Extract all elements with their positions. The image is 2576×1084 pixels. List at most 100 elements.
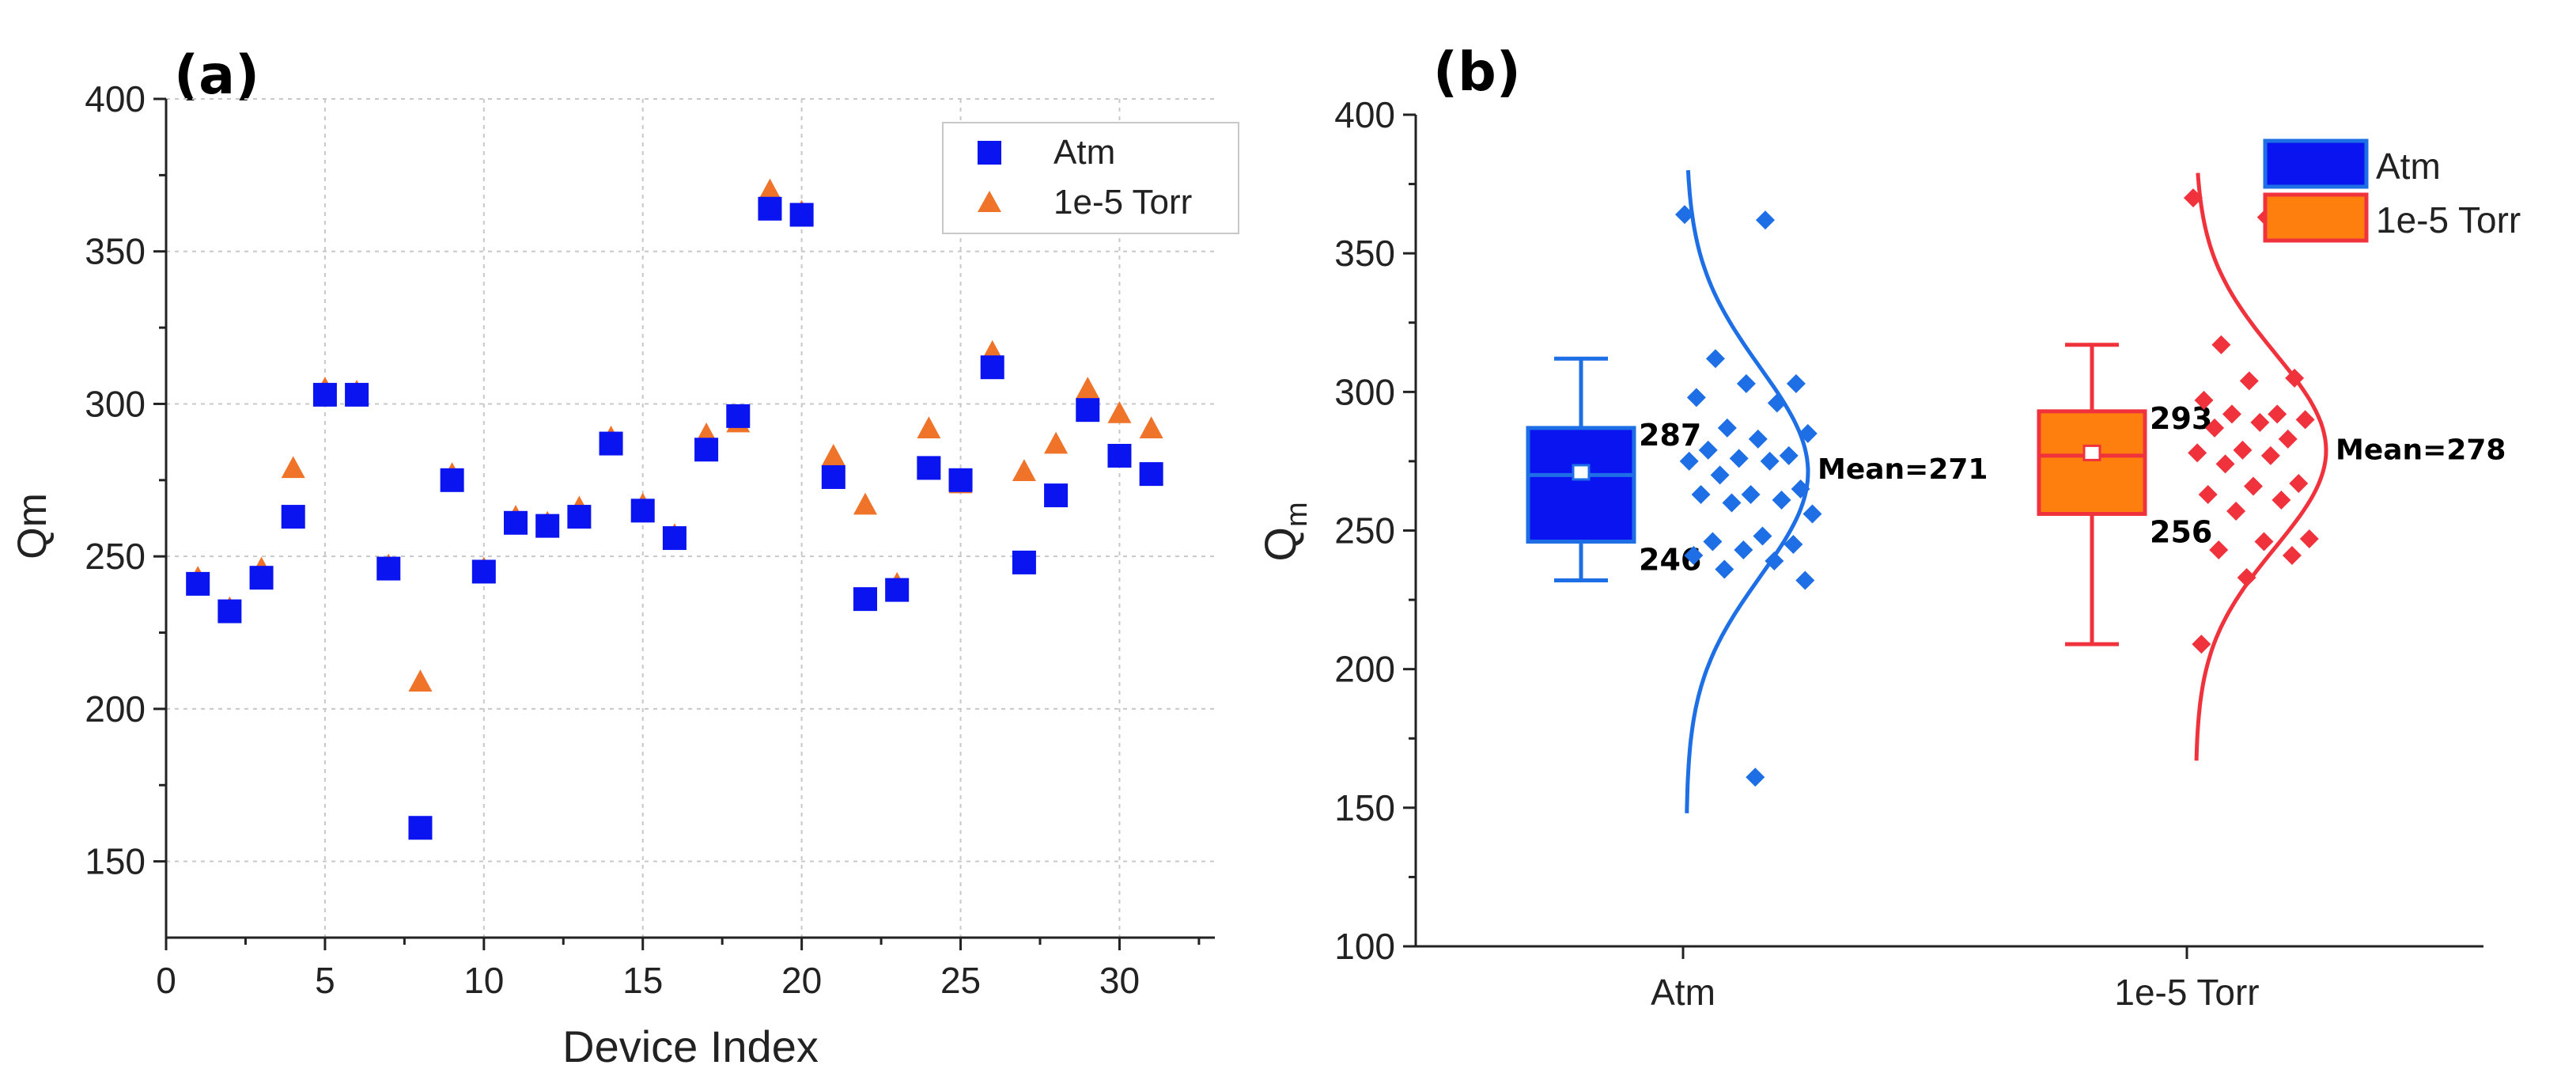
point-atm-square [599,431,623,456]
box-iqr [2037,409,2147,516]
point-atm-square [1012,550,1036,574]
point-torr-triangle [1012,459,1036,482]
data-point-diamond [1753,526,1772,546]
data-point-diamond [2254,532,2274,551]
data-point-diamond [1795,570,1815,590]
data-point-diamond [2239,371,2259,391]
point-atm-square [726,404,751,428]
data-point-diamond [1798,423,1818,443]
point-torr-triangle [821,443,845,466]
point-atm-square [249,566,274,590]
data-point-diamond [2222,404,2241,424]
y-tick-label: 300 [1334,371,1395,412]
data-point-diamond [2198,484,2218,504]
x-tick-label: Atm [1651,972,1715,1013]
data-point-diamond [2295,410,2315,430]
legend-triangle-icon [978,191,1001,212]
x-tick-label: 20 [781,960,822,1001]
point-torr-triangle [1076,377,1100,399]
data-point-diamond [2289,473,2309,493]
point-atm-square [694,438,719,462]
panel-b-y-axis-label: Qm [1255,502,1314,561]
data-point-diamond [1765,551,1784,571]
data-point-diamond [2215,454,2235,474]
data-point-diamond [2233,440,2253,460]
point-atm-square [408,816,433,840]
data-point-diamond [1767,393,1787,413]
y-tick-label: 400 [85,78,146,119]
data-point-diamond [1746,768,1765,787]
data-point-diamond [2194,390,2214,410]
point-atm-square [853,587,877,612]
x-tick-label: 15 [622,960,663,1001]
point-atm-square [504,510,528,535]
data-point-diamond [1691,484,1711,504]
y-tick-label: 250 [85,536,146,577]
data-point-diamond [1710,465,1730,485]
data-point-diamond [1784,535,1803,555]
data-point-diamond [2226,501,2246,521]
y-tick-label: 200 [85,688,146,730]
panel-a-ticks: 0 5 10 15 20 25 30 150 200 250 300 350 400 [85,78,1201,1001]
data-point-diamond [2268,404,2287,424]
panel-b-label: (b) [1433,41,1521,104]
data-point-diamond [2192,635,2211,654]
y-tick-label: 200 [1334,649,1395,690]
point-torr-triangle [758,178,782,201]
point-atm-square [821,464,845,489]
data-point-diamond [2271,490,2291,510]
point-atm-square [345,382,369,407]
point-atm-square [1044,483,1069,508]
x-tick-label: 25 [940,960,981,1001]
point-torr-triangle [1044,431,1069,454]
point-atm-square [885,578,910,602]
point-atm-square [1076,398,1100,423]
point-atm-square [186,571,210,596]
data-point-diamond [1748,429,1768,449]
panel-a-legend-atm: Atm [1053,133,1115,172]
panel-b-legend: Atm 1e-5 Torr [2263,138,2521,243]
x-tick-label: 30 [1099,960,1140,1001]
data-point-diamond [1679,451,1699,471]
panel-a-y-axis-label: Qm [9,493,55,559]
y-tick-label: 100 [1334,926,1395,967]
x-tick-label: 5 [315,960,335,1001]
point-torr-triangle [1139,416,1163,439]
panel-b-ticks: 100 150 200 250 300 350 400 Atm 1e-5 Torr [1334,94,2259,1013]
y-tick-label: 350 [85,231,146,272]
data-point-diamond [1717,418,1737,438]
data-point-diamond [1684,546,1704,566]
data-point-diamond [2184,188,2203,208]
point-torr-triangle [917,416,941,439]
point-atm-square [789,203,814,227]
point-atm-square [1107,443,1132,468]
panel-b-legend-torr: 1e-5 Torr [2376,199,2521,241]
data-point-diamond [2285,368,2305,388]
data-point-diamond [2282,546,2302,566]
data-point-diamond [1675,205,1694,225]
data-point-diamond [2205,418,2225,438]
point-atm-square [471,559,496,584]
data-point-diamond [2209,540,2229,560]
data-point-diamond [2260,445,2280,465]
mean-marker [1572,464,1591,481]
data-point-diamond [2250,412,2270,432]
panel-a-scatter: (a) 0 5 10 15 20 25 30 150 200 250 300 350 400 Devic… [9,44,1239,1071]
point-atm-square [218,599,242,623]
mean-label: Mean=271 [1818,453,1988,486]
point-atm-square [312,382,337,407]
data-point-diamond [1755,210,1775,230]
q1-label: 256 [2150,514,2212,549]
panel-b-box: (b) 100 150 200 250 300 350 400 Atm 1e-5 Torr 28… [1255,41,2521,1013]
data-point-diamond [1698,440,1718,460]
data-point-diamond [2278,429,2298,449]
panel-a-grid [166,98,1215,938]
data-point-diamond [1772,490,1791,510]
y-tick-label: 300 [85,383,146,424]
x-tick-label: 1e-5 Torr [2114,972,2259,1013]
y-tick-label: 150 [85,841,146,882]
data-point-diamond [1741,484,1761,504]
data-point-diamond [1791,479,1810,498]
point-atm-square [758,196,782,221]
